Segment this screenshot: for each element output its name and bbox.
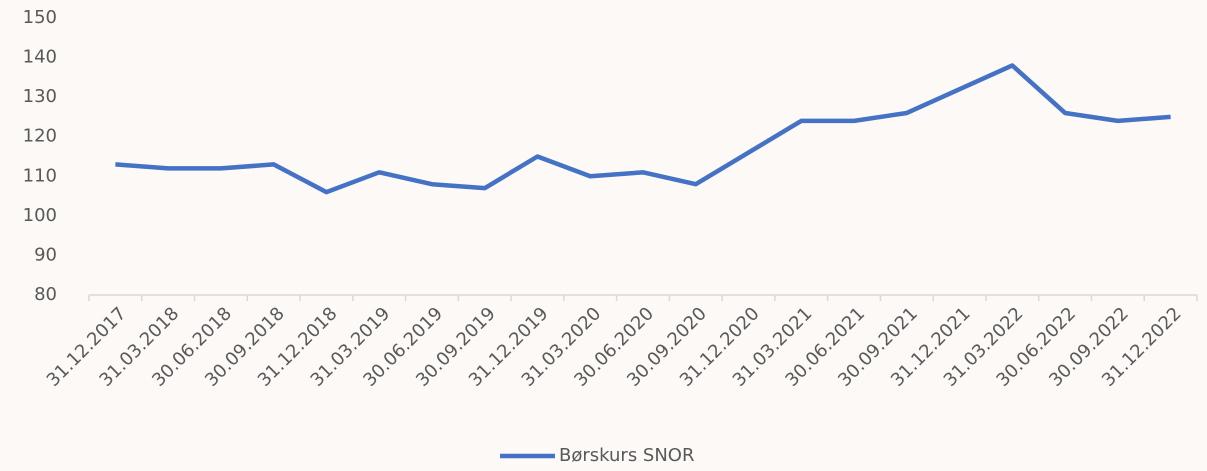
y-tick-label: 80 bbox=[34, 284, 57, 305]
legend-label: Børskurs SNOR bbox=[559, 445, 694, 466]
y-tick-label: 140 bbox=[23, 47, 57, 68]
y-tick-label: 100 bbox=[23, 205, 57, 226]
y-tick-label: 150 bbox=[23, 7, 57, 28]
y-tick-label: 120 bbox=[23, 126, 57, 147]
y-tick-label: 130 bbox=[23, 86, 57, 107]
y-tick-label: 90 bbox=[34, 244, 57, 265]
line-series bbox=[115, 63, 1171, 195]
y-tick-label: 110 bbox=[23, 165, 57, 186]
